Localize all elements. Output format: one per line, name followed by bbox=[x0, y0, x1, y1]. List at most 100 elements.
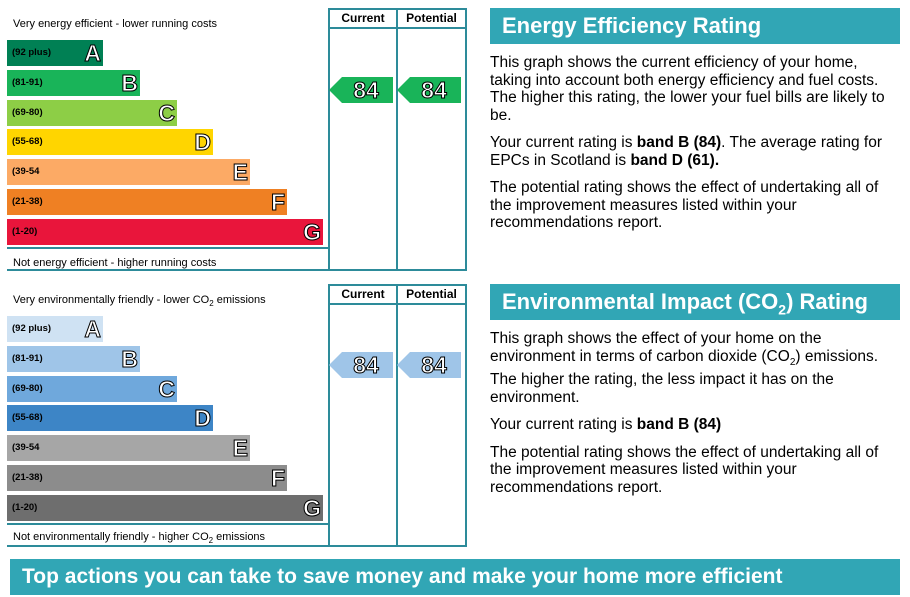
band-range-label: (81-91) bbox=[12, 76, 43, 88]
bottom-note-text: Not environmentally friendly - higher CO bbox=[13, 530, 209, 543]
band-range-label: (92 plus) bbox=[12, 47, 52, 58]
band-letter: E bbox=[232, 435, 248, 462]
potential-rating-value: 84 bbox=[421, 77, 448, 104]
title-text: Environmental Impact (CO bbox=[502, 289, 779, 314]
band-letter: D bbox=[194, 129, 212, 156]
band-range-label: (69-80) bbox=[12, 106, 43, 118]
text: Your current rating is bbox=[490, 416, 637, 434]
band-letter: B bbox=[121, 345, 139, 372]
band-range-label: (81-91) bbox=[12, 352, 43, 364]
rating-band-a: (92 plus) A bbox=[7, 40, 103, 67]
potential-rating-marker: 84 bbox=[397, 77, 461, 104]
band-letter: B bbox=[121, 69, 139, 96]
band-range-label: (21-38) bbox=[12, 472, 43, 483]
energy-top-note: Very energy efficient - lower running co… bbox=[13, 18, 218, 30]
title-end: ) Rating bbox=[786, 289, 868, 314]
band-range-label: (39-54 bbox=[12, 442, 40, 454]
band-letter: A bbox=[84, 40, 102, 67]
rating-band-d: (55-68) D bbox=[7, 129, 213, 156]
current-rating-marker: 84 bbox=[329, 77, 393, 104]
text: ) emissions. The higher the rating, the … bbox=[490, 347, 879, 406]
current-arrow-shape bbox=[329, 77, 393, 103]
band-letter: G bbox=[303, 218, 322, 245]
band-letter: F bbox=[270, 189, 285, 216]
potential-arrow-shape bbox=[397, 352, 461, 378]
environment-panel-title: Environmental Impact (CO2) Rating bbox=[490, 284, 900, 320]
environment-panel-paragraph-1: This graph shows the effect of your home… bbox=[490, 330, 900, 406]
band-letter: F bbox=[270, 465, 285, 492]
rating-band-b: (81-91) B bbox=[7, 69, 140, 96]
band-range-label: (21-38) bbox=[12, 196, 43, 207]
environmental-rating-chart: Current Potential Very environmentally f… bbox=[7, 284, 467, 547]
band-range-label: (39-54 bbox=[12, 166, 40, 178]
rating-band-f: (21-38) F bbox=[7, 465, 287, 492]
rating-band-d: (55-68) D bbox=[7, 405, 213, 432]
band-range-label: (92 plus) bbox=[12, 323, 52, 334]
band-range-label: (55-68) bbox=[12, 136, 43, 148]
band-letter: C bbox=[158, 375, 176, 402]
band-letter: D bbox=[194, 405, 212, 432]
top-note-subscript: 2 bbox=[209, 299, 214, 309]
environment-info-panel: Environmental Impact (CO2) Rating This g… bbox=[490, 284, 900, 496]
band-range-label: (1-20) bbox=[12, 225, 38, 237]
text: . The average rating for EPCs in Scotlan… bbox=[490, 134, 883, 169]
band-letter: A bbox=[84, 316, 102, 343]
rating-band-b: (81-91) B bbox=[7, 345, 140, 372]
current-column-header: Current bbox=[341, 287, 385, 301]
rating-band-c: (69-80) C bbox=[7, 375, 177, 402]
band-letter: C bbox=[158, 99, 176, 126]
energy-panel-title: Energy Efficiency Rating bbox=[490, 8, 900, 44]
potential-rating-marker: 84 bbox=[397, 352, 461, 379]
rating-band-g: (1-20) G bbox=[7, 218, 323, 245]
potential-arrow-shape bbox=[397, 77, 461, 103]
potential-column-divider bbox=[396, 284, 398, 547]
title-subscript: 2 bbox=[778, 301, 787, 318]
bottom-note-subscript: 2 bbox=[208, 536, 214, 545]
energy-panel-paragraph-3: The potential rating shows the effect of… bbox=[490, 179, 879, 231]
bottom-rule bbox=[7, 523, 328, 525]
rating-band-e: (39-54 E bbox=[7, 435, 250, 462]
top-actions-banner: Top actions you can take to save money a… bbox=[10, 559, 900, 595]
energy-bottom-note: Not energy efficient - higher running co… bbox=[13, 257, 217, 269]
current-column-divider bbox=[328, 284, 330, 547]
band-range-label: (1-20) bbox=[12, 501, 38, 513]
potential-rating-value: 84 bbox=[421, 352, 448, 379]
energy-panel-paragraph-2: Your current rating is band B (84). The … bbox=[490, 134, 900, 169]
current-rating-value: 84 bbox=[353, 352, 380, 379]
environment-panel-paragraph-2: Your current rating is band B (84) bbox=[490, 416, 900, 434]
rating-band-g: (1-20) G bbox=[7, 494, 323, 521]
bottom-note-end: emissions bbox=[213, 530, 266, 543]
current-arrow-shape bbox=[329, 352, 393, 378]
current-band-text: band B (84) bbox=[636, 134, 722, 151]
current-column-header: Current bbox=[341, 11, 385, 25]
current-column-divider bbox=[328, 8, 330, 271]
current-rating-value: 84 bbox=[353, 77, 380, 104]
band-range-label: (69-80) bbox=[12, 382, 43, 394]
rating-band-e: (39-54 E bbox=[7, 159, 250, 186]
rating-band-c: (69-80) C bbox=[7, 99, 177, 126]
average-band-text: band D (61). bbox=[630, 151, 720, 169]
rating-band-f: (21-38) F bbox=[7, 189, 287, 216]
potential-column-divider bbox=[396, 8, 398, 271]
energy-rating-chart: Current Potential Very energy efficient … bbox=[7, 8, 467, 271]
text: This graph shows the effect of your home… bbox=[490, 330, 822, 365]
chart-frame bbox=[7, 8, 467, 271]
top-note-end: emissions bbox=[213, 294, 266, 306]
bottom-rule bbox=[7, 247, 328, 249]
top-note-text: Very environmentally friendly - lower CO bbox=[13, 294, 210, 306]
environment-top-note: Very environmentally friendly - lower CO… bbox=[13, 294, 266, 308]
environment-panel-paragraph-3: The potential rating shows the effect of… bbox=[490, 443, 879, 496]
environment-bottom-note: Not environmentally friendly - higher CO… bbox=[13, 531, 265, 545]
band-range-label: (55-68) bbox=[12, 412, 43, 424]
current-band-text: band B (84) bbox=[636, 416, 722, 434]
current-rating-marker: 84 bbox=[329, 352, 393, 379]
potential-column-header: Potential bbox=[406, 287, 457, 301]
potential-column-header: Potential bbox=[406, 11, 457, 25]
chart-frame bbox=[7, 284, 467, 547]
text: Your current rating is bbox=[490, 134, 637, 151]
energy-info-panel: Energy Efficiency Rating This graph show… bbox=[490, 8, 900, 232]
band-letter: E bbox=[232, 159, 248, 186]
band-letter: G bbox=[303, 494, 322, 521]
subscript: 2 bbox=[789, 356, 796, 368]
rating-band-a: (92 plus) A bbox=[7, 316, 103, 343]
